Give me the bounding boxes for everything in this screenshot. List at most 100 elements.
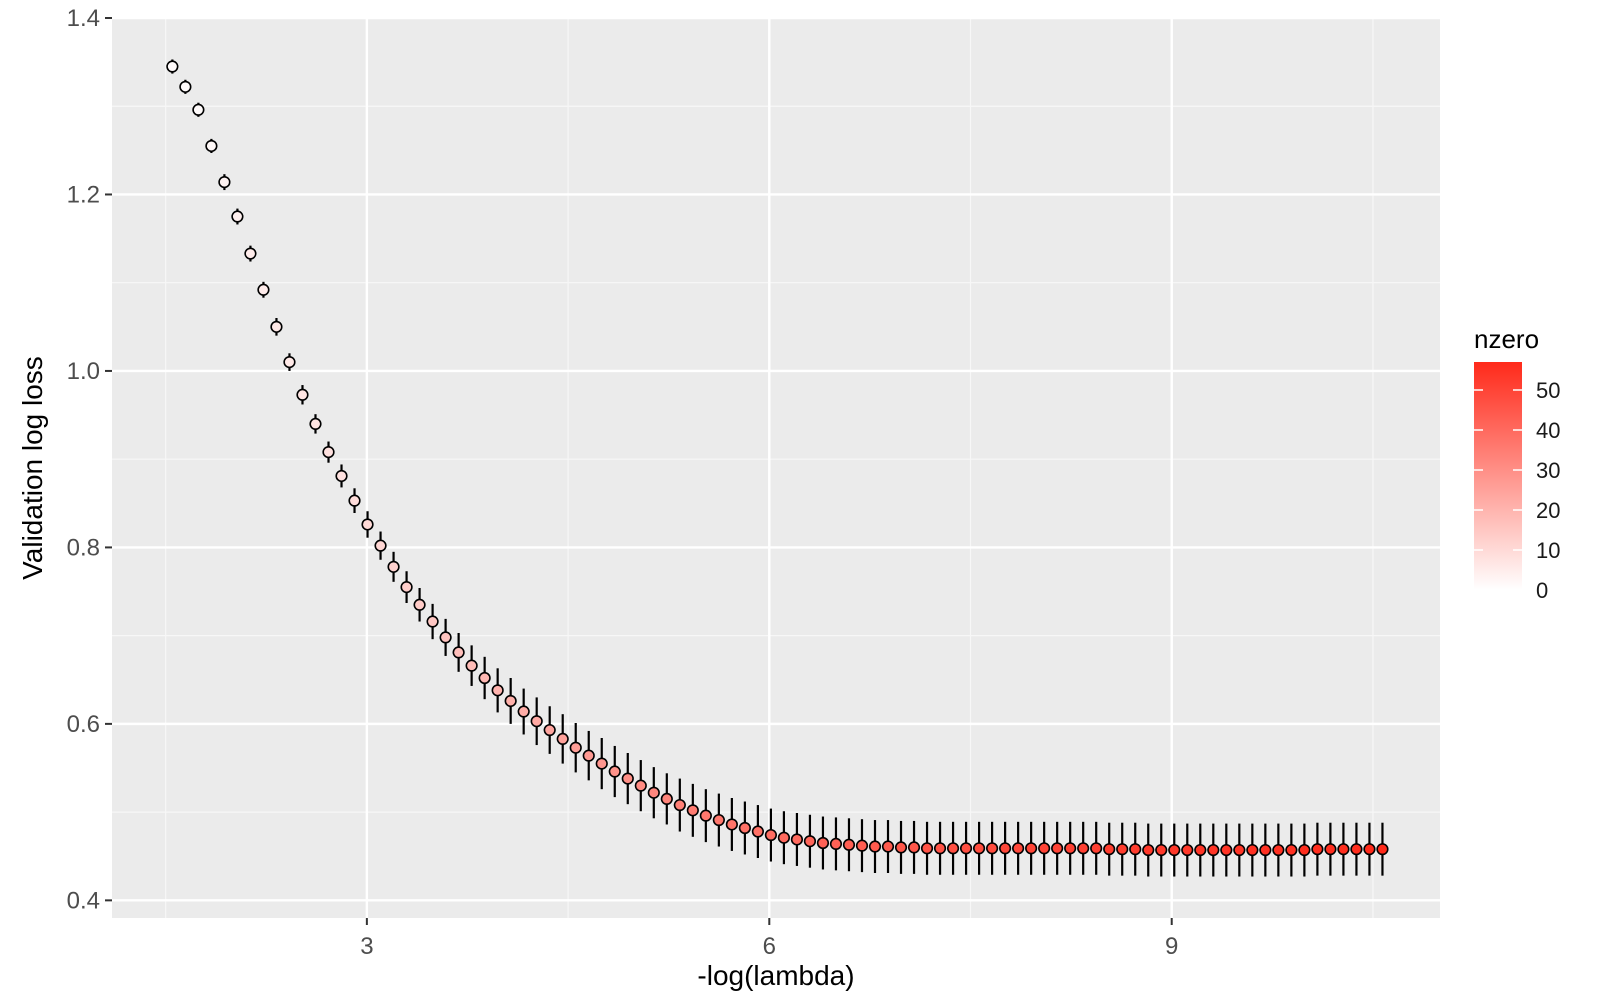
data-point	[270, 320, 283, 333]
axes: 3 6 9 0.4 0.6 0.8 1.0 1.2 1.4	[67, 5, 1179, 960]
y-tick-label: 1.2	[67, 181, 100, 208]
data-point	[647, 786, 660, 799]
data-point	[1259, 843, 1272, 857]
data-point	[309, 417, 322, 430]
data-point	[582, 749, 595, 762]
data-point	[569, 741, 582, 754]
y-tick-label: 0.4	[67, 887, 100, 914]
plot-panel	[112, 18, 1440, 918]
data-point	[1363, 843, 1376, 856]
data-point	[712, 813, 725, 827]
legend-tick-label: 40	[1536, 418, 1560, 443]
data-point	[1116, 843, 1129, 856]
data-point	[452, 646, 465, 659]
data-point	[686, 804, 699, 817]
data-point	[660, 792, 673, 805]
data-point	[933, 842, 947, 855]
data-point	[192, 103, 205, 116]
x-tick-label: 3	[360, 933, 373, 960]
data-point	[335, 469, 348, 483]
data-point	[790, 833, 804, 846]
data-point	[777, 831, 791, 844]
data-point	[491, 684, 504, 697]
data-point	[257, 283, 270, 296]
data-point	[829, 837, 843, 850]
data-point	[1129, 843, 1142, 856]
data-point	[1207, 843, 1220, 857]
data-point	[361, 518, 374, 531]
x-axis-title: -log(lambda)	[697, 960, 854, 991]
data-point	[530, 715, 543, 728]
y-tick-label: 0.6	[67, 711, 100, 738]
data-point	[803, 835, 817, 848]
data-point	[1038, 842, 1051, 855]
data-point	[1168, 843, 1181, 857]
data-point	[608, 765, 621, 778]
data-point	[231, 210, 244, 223]
data-point	[1220, 843, 1233, 857]
data-point	[413, 598, 426, 611]
data-point	[920, 842, 934, 855]
data-point	[842, 838, 856, 851]
data-point	[1051, 842, 1064, 855]
data-point	[478, 671, 491, 685]
legend-tick-label: 50	[1536, 378, 1560, 403]
data-point	[1376, 843, 1389, 856]
data-point	[1142, 843, 1155, 857]
data-point	[946, 842, 960, 855]
data-point	[634, 779, 647, 792]
legend-ticks: 0 10 20 30 40 50	[1474, 378, 1560, 603]
data-point	[1090, 842, 1103, 855]
data-point	[166, 60, 179, 73]
x-tick-label: 6	[763, 933, 776, 960]
data-point	[179, 80, 192, 93]
data-point	[868, 840, 882, 853]
data-point	[1233, 843, 1246, 857]
data-point	[764, 828, 778, 842]
data-point	[517, 705, 530, 718]
data-point	[296, 388, 309, 401]
data-point	[595, 757, 608, 770]
legend: nzero 0 10 20 30 40 50	[1474, 324, 1560, 603]
data-point	[881, 840, 895, 853]
data-point	[986, 842, 999, 855]
data-point	[894, 841, 908, 854]
grid-major	[112, 16, 1440, 918]
legend-tick-label: 0	[1536, 578, 1548, 603]
legend-colorbar	[1474, 362, 1522, 590]
data-point	[673, 798, 686, 812]
data-point	[621, 772, 634, 785]
grid-minor	[112, 18, 1440, 918]
data-point	[907, 841, 921, 854]
data-point	[1350, 843, 1363, 856]
data-point	[1337, 843, 1350, 856]
data-point	[1311, 843, 1324, 856]
data-point	[725, 818, 738, 831]
data-point	[1285, 843, 1298, 857]
x-tick-label: 9	[1165, 933, 1178, 960]
legend-title: nzero	[1474, 324, 1539, 354]
data-point	[1272, 843, 1285, 857]
data-point	[400, 581, 413, 594]
y-tick-label: 1.0	[67, 358, 100, 385]
data-point	[543, 723, 556, 737]
points	[166, 60, 1389, 857]
data-point	[244, 247, 257, 260]
data-point	[465, 659, 478, 672]
data-point	[1181, 843, 1194, 857]
data-point	[556, 732, 569, 745]
data-point	[1194, 843, 1207, 857]
data-point	[699, 809, 712, 822]
data-point	[504, 694, 517, 708]
data-point	[205, 139, 218, 153]
legend-tick-label: 30	[1536, 458, 1560, 483]
data-point	[348, 494, 361, 507]
data-point	[751, 825, 764, 838]
data-point	[1103, 843, 1116, 856]
data-point	[1025, 842, 1038, 855]
data-point	[283, 356, 296, 369]
data-point	[387, 560, 400, 573]
data-point	[855, 839, 869, 852]
legend-tick-label: 20	[1536, 498, 1560, 523]
